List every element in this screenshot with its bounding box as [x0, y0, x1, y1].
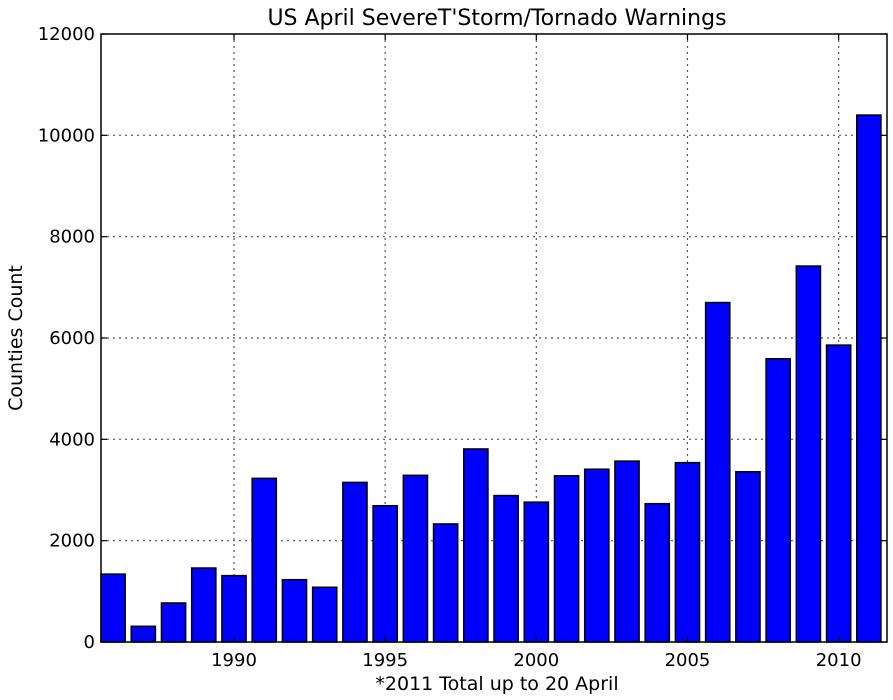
bar-2000 — [523, 501, 550, 643]
bar-2007 — [735, 471, 761, 643]
x-tick-label: 2010 — [816, 650, 862, 671]
bar-1988 — [160, 602, 187, 643]
y-tick-label: 4000 — [49, 429, 95, 450]
y-tick-label: 6000 — [49, 328, 95, 349]
x-tick-label: 1995 — [362, 650, 408, 671]
bar-1998 — [463, 448, 489, 643]
bar-2002 — [583, 468, 610, 643]
bar-2006 — [704, 301, 731, 643]
bar-2008 — [765, 358, 792, 643]
x-tick-label: 2005 — [665, 650, 711, 671]
x-axis-label: *2011 Total up to 20 April — [375, 673, 618, 695]
bar-1997 — [432, 523, 459, 643]
x-tick-label: 1990 — [211, 650, 257, 671]
x-tick-labels: 1990 1995 2000 2005 2010 — [211, 650, 861, 671]
bar-1995 — [372, 504, 399, 643]
bar-1999 — [493, 494, 519, 643]
bar-1992 — [281, 578, 308, 643]
y-tick-label: 8000 — [49, 227, 95, 248]
bar-1987 — [130, 625, 157, 643]
bar-1994 — [342, 481, 368, 643]
bar-1993 — [311, 586, 338, 643]
bar-2005 — [674, 461, 701, 643]
bar-2004 — [644, 502, 671, 643]
y-tick-label: 12000 — [38, 24, 95, 45]
y-tick-label: 10000 — [38, 125, 95, 146]
bar-1986 — [100, 573, 126, 643]
x-tick-label: 2000 — [513, 650, 559, 671]
y-axis-label: Counties Count — [5, 265, 27, 411]
bar-1989 — [190, 567, 217, 643]
bar-2009 — [795, 265, 822, 643]
plot-frame — [100, 33, 888, 643]
bar-2001 — [553, 475, 580, 643]
bars — [100, 114, 882, 643]
y-tick-label: 2000 — [49, 531, 95, 552]
y-tick-labels: 0 2000 4000 6000 8000 10000 12000 — [38, 24, 95, 653]
chart-title: US April SevereT'Storm/Tornado Warnings — [267, 6, 726, 31]
bar-1996 — [402, 474, 429, 643]
bar-1990 — [221, 574, 247, 643]
bar-2010 — [825, 344, 852, 643]
bar-2003 — [614, 460, 640, 643]
bar-2011 — [856, 114, 882, 643]
y-tick-label: 0 — [84, 632, 95, 653]
bar-1991 — [251, 477, 278, 643]
